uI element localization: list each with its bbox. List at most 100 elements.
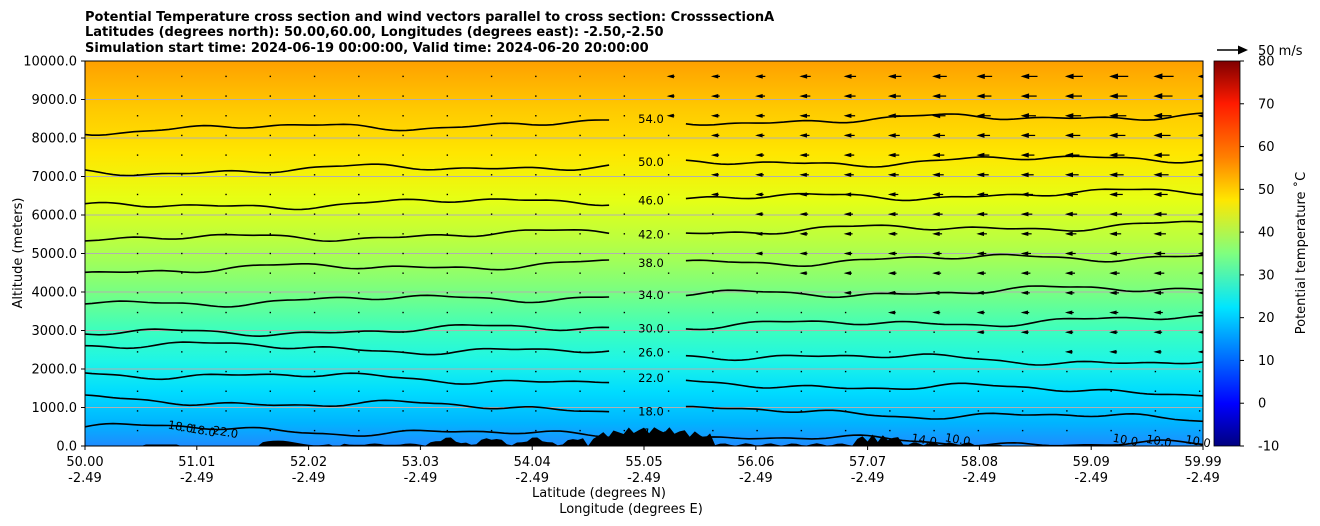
wind-vector-head <box>1153 73 1163 80</box>
wind-vector <box>623 311 626 314</box>
wind-vector <box>313 351 316 353</box>
wind-vector <box>181 95 183 97</box>
wind-vector <box>579 174 581 176</box>
wind-vector <box>535 272 537 274</box>
wind-vector <box>933 429 935 432</box>
wind-vector <box>623 370 626 373</box>
wind-vector-head <box>799 212 807 217</box>
wind-vector <box>1021 390 1024 392</box>
wind-vector-head <box>843 133 852 138</box>
wind-vector <box>844 351 847 353</box>
wind-vector-head <box>1064 113 1074 119</box>
contour-label-extra: 10.0 <box>944 430 972 448</box>
wind-vector-head <box>932 113 941 119</box>
title-line-2: Latitudes (degrees north): 50.00,60.00, … <box>85 25 664 40</box>
wind-vector <box>623 95 626 97</box>
wind-vector <box>313 115 316 117</box>
wind-vector-head <box>1020 93 1030 99</box>
wind-vector-head <box>799 133 807 138</box>
wind-vector-head <box>1020 330 1028 335</box>
wind-vector <box>1066 390 1068 392</box>
wind-vector-head <box>843 290 851 295</box>
wind-vector <box>623 154 626 156</box>
contour-label: 22.0 <box>638 371 664 385</box>
wind-vector-head <box>755 212 763 217</box>
wind-vector <box>977 351 980 353</box>
wind-vector <box>358 174 360 176</box>
wind-vector-head <box>1109 152 1118 158</box>
x-tick-label-lat: 56.06 <box>737 455 774 470</box>
wind-vector <box>446 272 449 274</box>
wind-vector <box>889 370 891 373</box>
x-tick-label-lon: -2.49 <box>963 471 997 486</box>
wind-vector-head <box>1109 270 1117 276</box>
contour-line <box>85 294 610 308</box>
wind-vector <box>490 410 493 412</box>
wind-vector <box>1198 429 1201 432</box>
wind-vector <box>402 351 404 353</box>
wind-vector <box>446 410 449 412</box>
wind-vector <box>933 370 935 373</box>
wind-vector <box>490 311 493 314</box>
wind-vector <box>535 351 537 353</box>
wind-vector-head <box>1153 211 1162 217</box>
wind-vector <box>667 252 670 255</box>
wind-vector <box>844 311 847 314</box>
wind-vector <box>490 429 493 432</box>
y-tick-label: 7000.0 <box>32 170 78 185</box>
colorbar-ticks: -10 0 10 20 30 40 50 60 70 80 <box>1240 55 1279 455</box>
x-tick-label-lat: 50.00 <box>66 455 103 470</box>
wind-vector <box>358 390 360 392</box>
x-tick-label-lon: -2.49 <box>180 471 214 486</box>
colorbar-label: Potential temperature ˚C <box>1293 172 1309 335</box>
x-tick-label-lat: 58.08 <box>961 455 998 470</box>
wind-vector <box>756 272 758 274</box>
wind-vector-head <box>710 94 719 99</box>
x-axis-label-lat: Latitude (degrees N) <box>532 486 666 501</box>
wind-vector-head <box>1197 94 1203 98</box>
wind-vector <box>1066 429 1068 432</box>
wind-vector <box>446 311 449 314</box>
wind-vector <box>535 292 537 294</box>
wind-vector-head <box>1020 152 1029 158</box>
wind-vector <box>490 174 493 176</box>
wind-vector <box>358 252 360 255</box>
contour-line <box>685 379 1203 397</box>
contour-line <box>85 259 610 274</box>
wind-vector <box>358 154 360 156</box>
contour-line <box>85 163 610 177</box>
wind-vector-head <box>1020 271 1029 276</box>
wind-vector <box>269 95 272 97</box>
wind-vector <box>181 115 183 117</box>
wind-vector-head <box>843 172 852 177</box>
wind-vector <box>756 351 758 353</box>
wind-vector-head <box>1197 271 1203 275</box>
wind-vector <box>490 370 493 373</box>
wind-vector <box>800 390 803 392</box>
wind-vector <box>269 390 272 392</box>
wind-vector-head <box>932 93 941 99</box>
wind-vector <box>800 410 803 412</box>
wind-vector <box>933 390 935 392</box>
wind-vector <box>579 370 581 373</box>
wind-vector <box>490 75 493 78</box>
colorbar-tick-label: 0 <box>1258 397 1266 412</box>
wind-vector-head <box>1064 93 1074 99</box>
wind-vector-head <box>710 172 719 177</box>
wind-vector <box>402 429 404 432</box>
wind-vector-head <box>976 192 985 197</box>
wind-vector <box>225 213 227 215</box>
wind-vector <box>579 311 581 314</box>
wind-vector <box>269 429 272 432</box>
wind-vector <box>136 429 139 432</box>
wind-vector <box>889 410 891 412</box>
colorbar-scale <box>1213 60 1241 447</box>
wind-vector <box>844 429 847 432</box>
x-tick-label-lon: -2.49 <box>627 471 661 486</box>
wind-vector <box>490 95 493 97</box>
wind-vector <box>535 154 537 156</box>
wind-vector <box>933 410 935 412</box>
wind-vector-head <box>755 133 763 138</box>
wind-vector <box>712 311 714 314</box>
contour-line <box>685 155 1203 168</box>
